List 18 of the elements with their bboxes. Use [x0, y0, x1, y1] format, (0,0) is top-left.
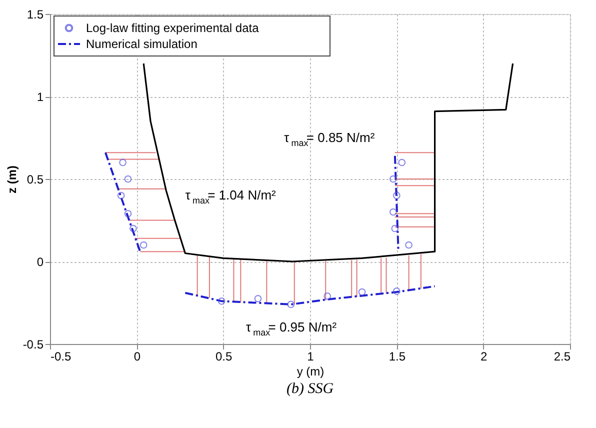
y-axis-title: z (m): [4, 166, 19, 194]
x-tick-label: -0.5: [50, 350, 72, 364]
x-tick-label: 1: [307, 350, 314, 364]
legend-label: Numerical simulation: [86, 37, 198, 51]
legend-label: Log-law fitting experimental data: [86, 21, 260, 35]
x-tick-label: 2.5: [554, 350, 571, 364]
y-tick-label: 1.5: [26, 8, 44, 22]
y-tick-label: 0: [36, 255, 44, 269]
x-tick-label: 1.5: [388, 350, 406, 364]
x-tick-label: 2: [480, 350, 488, 364]
x-tick-label: 0.5: [215, 350, 232, 364]
line-series: [142, 62, 514, 262]
x-tick-label: 0: [134, 350, 141, 364]
y-tick-label: 1: [36, 90, 44, 104]
x-axis-title: y (m): [296, 364, 324, 378]
y-tick-label: 0.5: [26, 172, 44, 186]
text: (b) SSG: [286, 381, 334, 397]
y-tick-label: -0.5: [22, 338, 44, 352]
